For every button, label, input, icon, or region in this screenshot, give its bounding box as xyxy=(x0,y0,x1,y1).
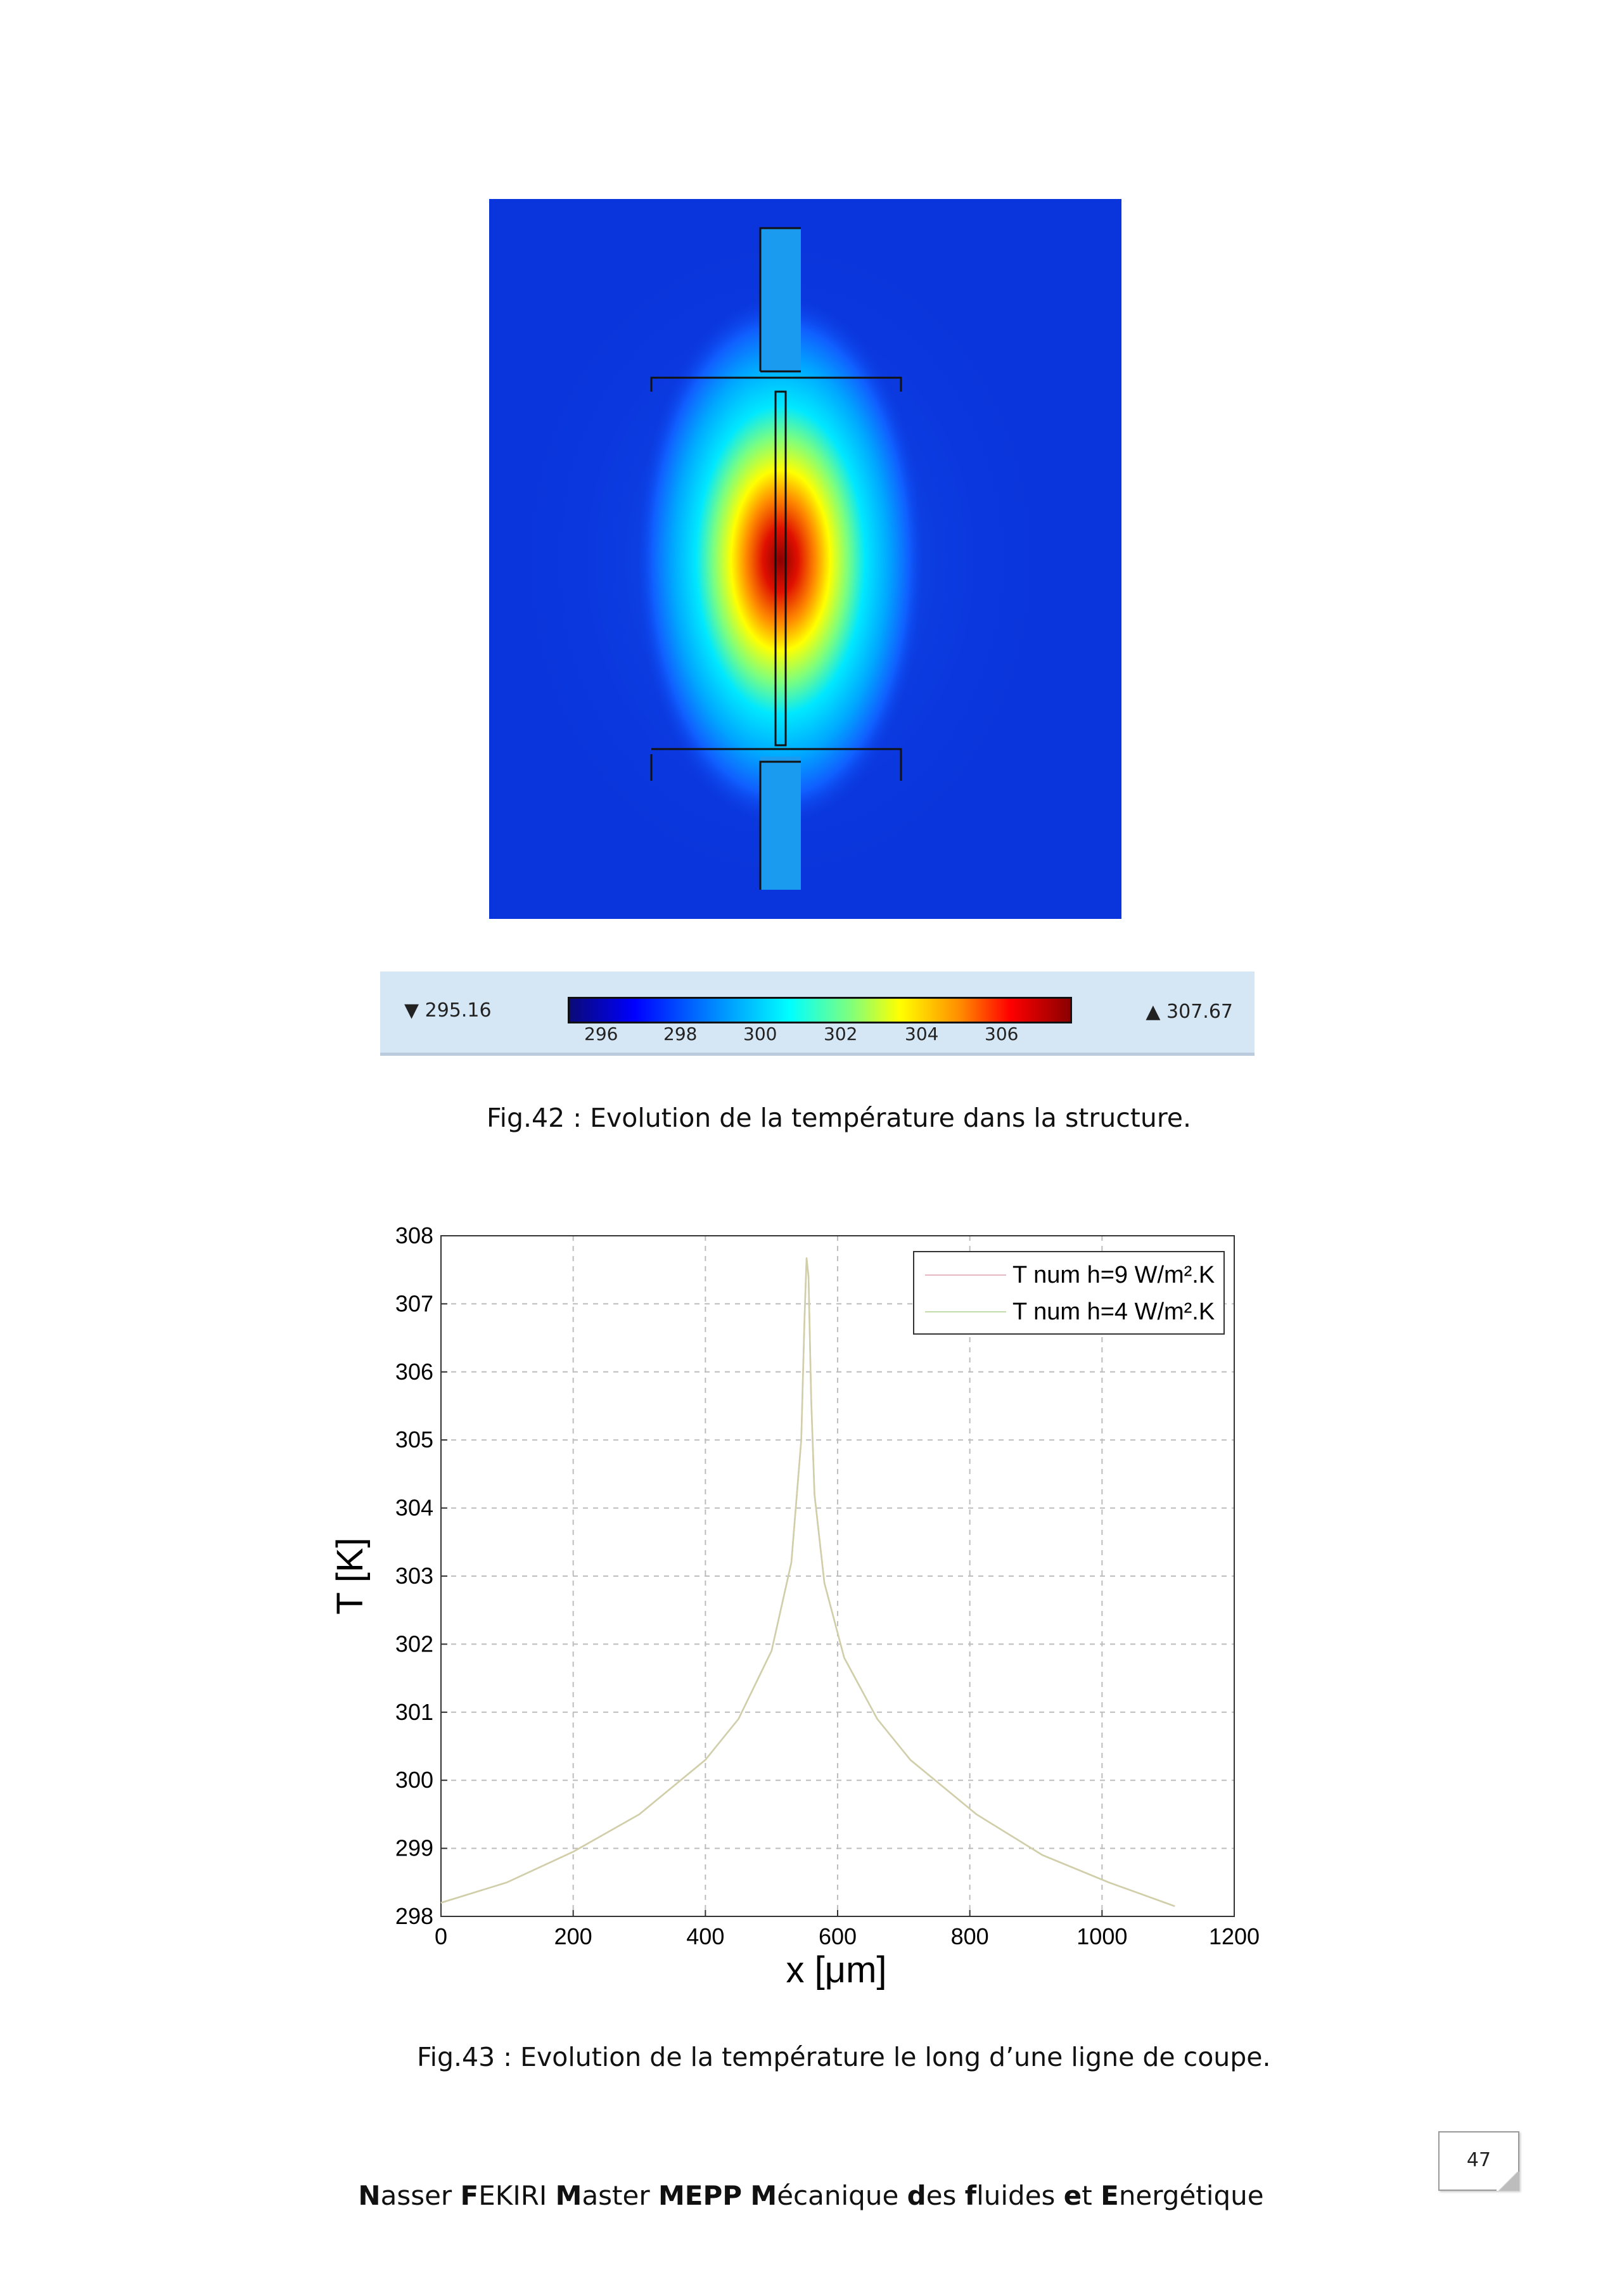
footer-bold-text: e xyxy=(1063,2180,1082,2211)
footer-text: es xyxy=(926,2180,965,2211)
x-axis-label: x [μm] xyxy=(786,1949,886,1991)
figure-42-caption: Fig.42 : Evolution de la température dan… xyxy=(487,1103,1192,1133)
footer-bold-text: MEPP xyxy=(658,2180,743,2211)
temperature-line-chart: 0 200 400 600 800 1000 1200 298 299 300 301 302 303 3… xyxy=(329,1222,1260,1991)
page-number-box: 47 xyxy=(1438,2131,1519,2191)
colorbar-tick: 300 xyxy=(743,1023,777,1044)
colorbar-tick: 296 xyxy=(584,1023,618,1044)
y-tick-label: 307 xyxy=(395,1290,433,1316)
colorbar-max-label: ▲ 307.67 xyxy=(1146,1001,1233,1023)
figure-43-caption: Fig.43 : Evolution de la température le … xyxy=(417,2042,1271,2072)
colorbar-min-label: ▼ 295.16 xyxy=(404,999,492,1022)
x-tick-label: 400 xyxy=(686,1923,724,1949)
temperature-field-image xyxy=(489,199,1121,919)
footer-bold-text: M xyxy=(555,2180,582,2211)
y-axis-label: T [K] xyxy=(329,1537,371,1614)
x-tick-label: 1200 xyxy=(1209,1923,1260,1949)
colorbar-tick: 306 xyxy=(985,1023,1019,1044)
x-tick-label: 200 xyxy=(554,1923,592,1949)
page-number: 47 xyxy=(1466,2149,1491,2171)
colorbar-panel: ▼ 295.16 296 298 300 302 304 306 ▲ 307.6… xyxy=(380,972,1255,1056)
x-tick-label: 0 xyxy=(435,1923,447,1949)
y-tick-label: 305 xyxy=(395,1427,433,1453)
temperature-field-svg xyxy=(489,199,1121,919)
footer-text xyxy=(742,2180,750,2211)
colorbar-tick: 302 xyxy=(824,1023,858,1044)
footer-text: écanique xyxy=(777,2180,907,2211)
legend-label-h9: T num h=9 W/m².K xyxy=(1012,1262,1215,1288)
page-footer: Nasser FEKIRI Master MEPP Mécanique des … xyxy=(0,2180,1622,2211)
footer-text: nergétique xyxy=(1118,2180,1264,2211)
y-tick-label: 299 xyxy=(395,1835,433,1861)
series-line-h4 xyxy=(440,1257,1175,1908)
x-tick-label: 600 xyxy=(819,1923,857,1949)
footer-bold-text: E xyxy=(1101,2180,1119,2211)
legend-box xyxy=(913,1251,1225,1335)
legend-label-h4: T num h=4 W/m².K xyxy=(1012,1299,1215,1325)
y-tick-label: 301 xyxy=(395,1699,433,1725)
series-line-h9 xyxy=(440,1257,1175,1908)
x-tick-label: 1000 xyxy=(1076,1923,1127,1949)
footer-text: EKIRI xyxy=(478,2180,556,2211)
footer-text: aster xyxy=(582,2180,658,2211)
y-tick-label: 300 xyxy=(395,1767,433,1793)
legend: T num h=9 W/m².K T num h=4 W/m².K xyxy=(913,1251,1225,1335)
y-tick-label: 302 xyxy=(395,1631,433,1657)
footer-bold-text: M xyxy=(750,2180,777,2211)
footer-text: asser xyxy=(380,2180,461,2211)
footer-text: t xyxy=(1082,2180,1101,2211)
footer-text: luides xyxy=(976,2180,1064,2211)
colorbar-tick: 298 xyxy=(663,1023,698,1044)
footer-bold-text: f xyxy=(964,2180,977,2211)
colorbar-gradient xyxy=(568,997,1072,1023)
page-curl-icon xyxy=(1497,2172,1519,2191)
colorbar-tick: 304 xyxy=(905,1023,939,1044)
footer-bold-text: d xyxy=(907,2180,926,2211)
x-tick-label: 800 xyxy=(951,1923,989,1949)
y-tick-label: 303 xyxy=(395,1563,433,1589)
footer-bold-text: N xyxy=(358,2180,381,2211)
footer-bold-text: F xyxy=(460,2180,479,2211)
y-tick-label: 298 xyxy=(395,1903,433,1929)
y-tick-label: 306 xyxy=(395,1359,433,1385)
y-tick-label: 308 xyxy=(395,1222,433,1248)
y-tick-label: 304 xyxy=(395,1495,433,1521)
